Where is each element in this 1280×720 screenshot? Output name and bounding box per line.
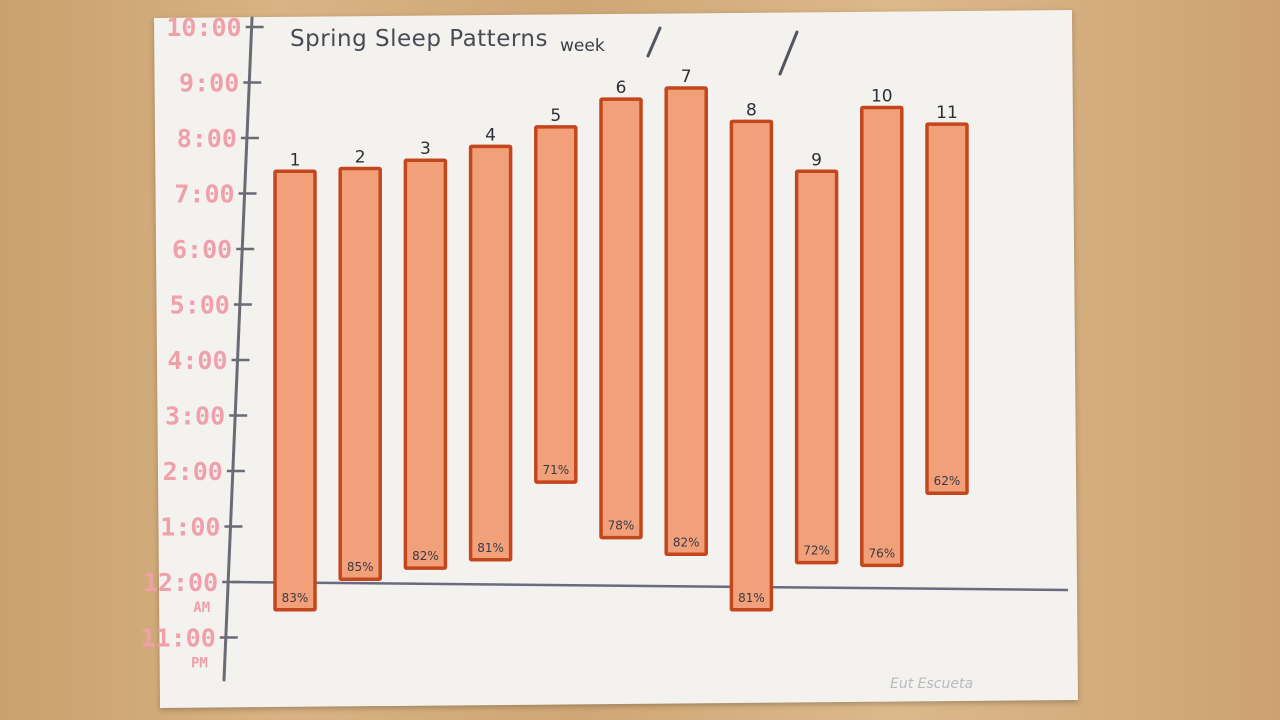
y-tick-label: 9:00 — [179, 69, 239, 98]
y-tick-label-suffix: AM — [193, 600, 210, 616]
pencil-mark — [778, 30, 799, 76]
bar-quality-label: 72% — [803, 544, 830, 558]
bar-quality-label: 82% — [412, 549, 439, 563]
bar — [403, 158, 448, 570]
bar-quality-label: 78% — [608, 519, 635, 533]
bar — [534, 125, 578, 484]
bar-quality-label: 83% — [282, 591, 309, 605]
bar-quality-label: 81% — [738, 591, 765, 605]
bar — [599, 97, 643, 540]
bar-week-label: 8 — [746, 100, 757, 120]
bar-week-label: 5 — [550, 106, 561, 126]
y-tick-label: 3:00 — [165, 402, 225, 431]
y-tick-label: 6:00 — [172, 235, 232, 264]
y-tick-label: 11:00 — [141, 624, 216, 653]
bar-quality-label: 85% — [347, 560, 374, 574]
bar-week-label: 3 — [420, 139, 431, 159]
bar-week-label: 11 — [936, 103, 958, 123]
y-tick-label-suffix: PM — [191, 656, 208, 672]
y-tick-label: 4:00 — [167, 346, 227, 375]
bar — [664, 86, 708, 557]
bar-quality-label: 62% — [934, 474, 961, 488]
y-tick-label: 1:00 — [160, 513, 220, 542]
bar-week-label: 2 — [355, 148, 366, 168]
y-axis — [222, 16, 254, 682]
bar-week-label: 10 — [871, 86, 893, 106]
bar-quality-label: 76% — [868, 546, 895, 560]
bar-week-label: 7 — [681, 67, 692, 87]
bar-week-label: 4 — [485, 125, 496, 145]
y-tick-label: 2:00 — [163, 457, 223, 486]
bar — [468, 144, 513, 562]
x-axis-baseline — [231, 580, 1069, 592]
y-tick-label: 8:00 — [177, 124, 237, 153]
bar — [860, 105, 904, 568]
bar-quality-label: 82% — [673, 535, 700, 549]
bar-quality-label: 81% — [477, 541, 504, 555]
chart-title: Spring Sleep Patterns — [290, 26, 548, 52]
bar-quality-label: 71% — [542, 463, 569, 477]
y-tick-label: 5:00 — [170, 291, 230, 320]
bar — [794, 169, 839, 565]
bar-week-label: 1 — [290, 150, 301, 170]
bar-week-label: 6 — [616, 78, 627, 98]
bar-week-label: 9 — [811, 150, 822, 170]
y-tick-label: 12:00 — [143, 568, 218, 597]
y-tick-label: 7:00 — [174, 180, 234, 209]
author-signature: Eut Escueta — [890, 676, 974, 692]
bar — [729, 119, 774, 612]
bar — [338, 166, 382, 581]
bar — [273, 169, 317, 612]
chart-subtitle: week — [560, 36, 605, 56]
pencil-mark — [646, 26, 662, 58]
bar — [925, 122, 969, 495]
y-tick-label: 10:00 — [166, 13, 241, 42]
